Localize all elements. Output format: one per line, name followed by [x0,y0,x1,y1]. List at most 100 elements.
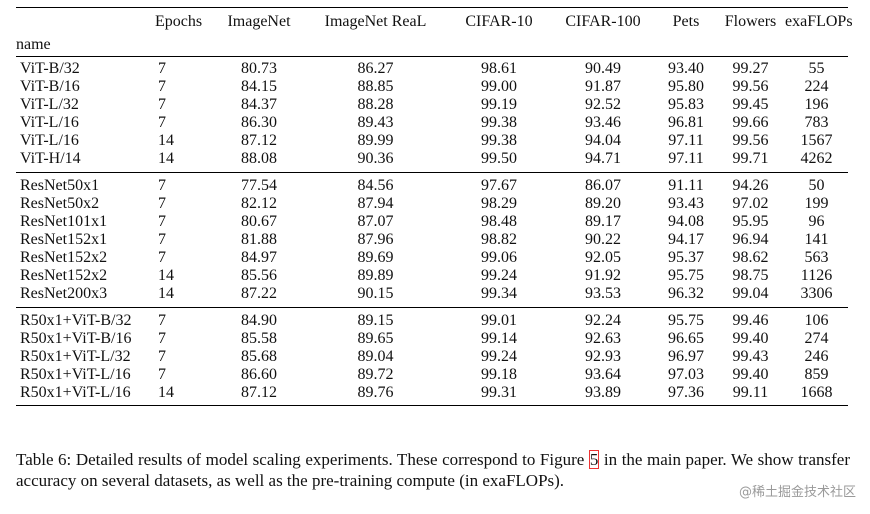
table-header: Epochs ImageNet ImageNet ReaL CIFAR-10 C… [16,7,853,57]
cell-cifar100: 92.93 [585,348,621,365]
cell-epochs: 7 [158,249,166,266]
cell-cifar100: 91.87 [585,78,621,95]
cell-pets: 95.75 [668,267,704,284]
cell-imagenet-real: 88.28 [357,96,394,113]
cell-flowers: 95.95 [732,213,769,230]
cell-imagenet: 80.67 [241,213,277,230]
cell-imagenet-real: 90.36 [357,150,394,167]
caption-text-after: in the main paper. We show transfer accu… [16,450,851,490]
cell-imagenet: 86.60 [241,366,277,383]
table-row: ViT-L/16 14 87.12 89.99 99.38 94.04 97.11 99.56… [16,132,848,150]
cell-imagenet: 84.97 [241,249,277,266]
cell-imagenet: 84.37 [241,96,277,113]
results-table: Epochs ImageNet ImageNet ReaL CIFAR-10 C… [16,7,853,406]
cell-pets: 97.36 [656,384,716,406]
caption-text-before: Table 6: Detailed results of model scali… [16,450,589,469]
table-row: R50x1+ViT-L/32 7 85.68 89.04 99.24 92.93 96.97… [16,348,848,366]
cell-imagenet-real: 89.43 [357,114,394,131]
cell-model-name: R50x1+ViT-L/32 [20,348,131,365]
cell-cifar10: 99.24 [481,348,517,365]
watermark: @稀土掘金技术社区 [738,485,856,500]
table-row: ResNet50x2 7 82.12 87.94 98.29 89.20 93.43 97.0… [16,195,848,213]
cell-imagenet-real: 89.15 [303,307,448,330]
table-row: ViT-L/32 7 84.37 88.28 99.19 92.52 95.83 99.45 1… [16,96,848,114]
cell-cifar100: 93.53 [585,285,621,302]
cell-cifar10: 99.00 [481,78,517,95]
cell-model-name: ResNet152x2 [20,267,108,284]
cell-pets: 93.40 [668,60,704,77]
cell-exaflops: 1668 [785,384,848,406]
cell-imagenet-real: 87.94 [357,195,394,212]
cell-cifar10: 99.06 [481,249,517,266]
cell-flowers: 97.02 [732,195,769,212]
header-name: name [16,36,155,57]
cell-pets: 95.75 [656,307,716,330]
cell-imagenet: 87.12 [215,384,303,406]
header-cifar10: CIFAR-10 [448,7,550,36]
cell-imagenet: 85.68 [241,348,277,365]
cell-pets: 96.81 [668,114,704,131]
cell-exaflops: 96 [808,213,825,230]
cell-flowers: 94.26 [716,172,785,195]
cell-model-name: ResNet200x3 [20,285,108,302]
table-row: ResNet152x2 7 84.97 89.69 99.06 92.05 95.37 98.… [16,249,848,267]
cell-cifar10: 97.67 [448,172,550,195]
cell-imagenet-real: 89.72 [357,366,394,383]
cell-pets: 93.43 [668,195,704,212]
cell-model-name: ViT-B/32 [20,60,80,77]
cell-epochs: 7 [155,172,215,195]
cell-imagenet: 82.12 [241,195,277,212]
cell-imagenet-real: 86.27 [357,60,394,77]
cell-imagenet-real: 89.89 [357,267,394,284]
cell-cifar10: 99.38 [481,132,517,149]
cell-flowers: 99.45 [732,96,769,113]
cell-model-name: R50x1+ViT-L/16 [16,384,155,406]
cell-flowers: 99.71 [732,150,769,167]
cell-cifar100: 94.04 [585,132,621,149]
cell-cifar100: 93.46 [585,114,621,131]
cell-cifar100: 92.52 [585,96,621,113]
cell-exaflops: 50 [785,172,848,195]
cell-exaflops: 1567 [800,132,833,149]
header-epochs: Epochs [155,7,215,36]
cell-model-name: ResNet50x1 [16,172,155,195]
cell-flowers: 99.66 [732,114,769,131]
cell-imagenet: 80.73 [241,60,277,77]
cell-imagenet-real: 87.96 [357,231,394,248]
cell-cifar100: 89.20 [585,195,621,212]
cell-exaflops: 274 [804,330,829,347]
cell-imagenet: 87.12 [241,132,277,149]
cell-cifar10: 98.82 [481,231,517,248]
cell-imagenet-real: 84.56 [303,172,448,195]
cell-epochs: 7 [158,231,166,248]
cell-pets: 95.37 [668,249,704,266]
table-row: ResNet152x2 14 85.56 89.89 99.24 91.92 95.75 98… [16,267,848,285]
header-imagenet: ImageNet [215,7,303,36]
cell-model-name: ViT-H/14 [20,150,81,167]
cell-exaflops: 246 [804,348,829,365]
cell-epochs: 14 [155,384,215,406]
cell-epochs: 7 [158,96,166,113]
cell-imagenet-real: 89.69 [357,249,394,266]
cell-cifar10: 99.50 [481,150,517,167]
cell-cifar10: 99.19 [481,96,517,113]
cell-imagenet: 85.56 [241,267,277,284]
cell-exaflops: 141 [804,231,829,248]
table-row: R50x1+ViT-L/16 7 86.60 89.72 99.18 93.64 97.03… [16,366,848,384]
cell-model-name: R50x1+ViT-B/32 [16,307,155,330]
cell-flowers: 99.40 [732,366,769,383]
cell-flowers: 99.27 [732,60,769,77]
cell-model-name: ResNet101x1 [20,213,108,230]
cell-imagenet: 87.22 [241,285,277,302]
cell-cifar10: 99.14 [481,330,517,347]
figure-reference-link[interactable]: 5 [588,450,600,469]
cell-model-name: R50x1+ViT-L/16 [20,366,131,383]
table-caption: Table 6: Detailed results of model scali… [16,449,850,491]
header-spacer [16,7,155,36]
cell-cifar10: 99.31 [448,384,550,406]
cell-flowers: 99.46 [716,307,785,330]
group-resnet: ResNet50x1 7 77.54 84.56 97.67 86.07 91.11 94.2… [16,172,848,308]
header-imagenet-real: ImageNet ReaL [303,7,448,36]
cell-cifar100: 90.22 [585,231,621,248]
table-row: ResNet101x1 7 80.67 87.07 98.48 89.17 94.08 95.… [16,213,848,231]
